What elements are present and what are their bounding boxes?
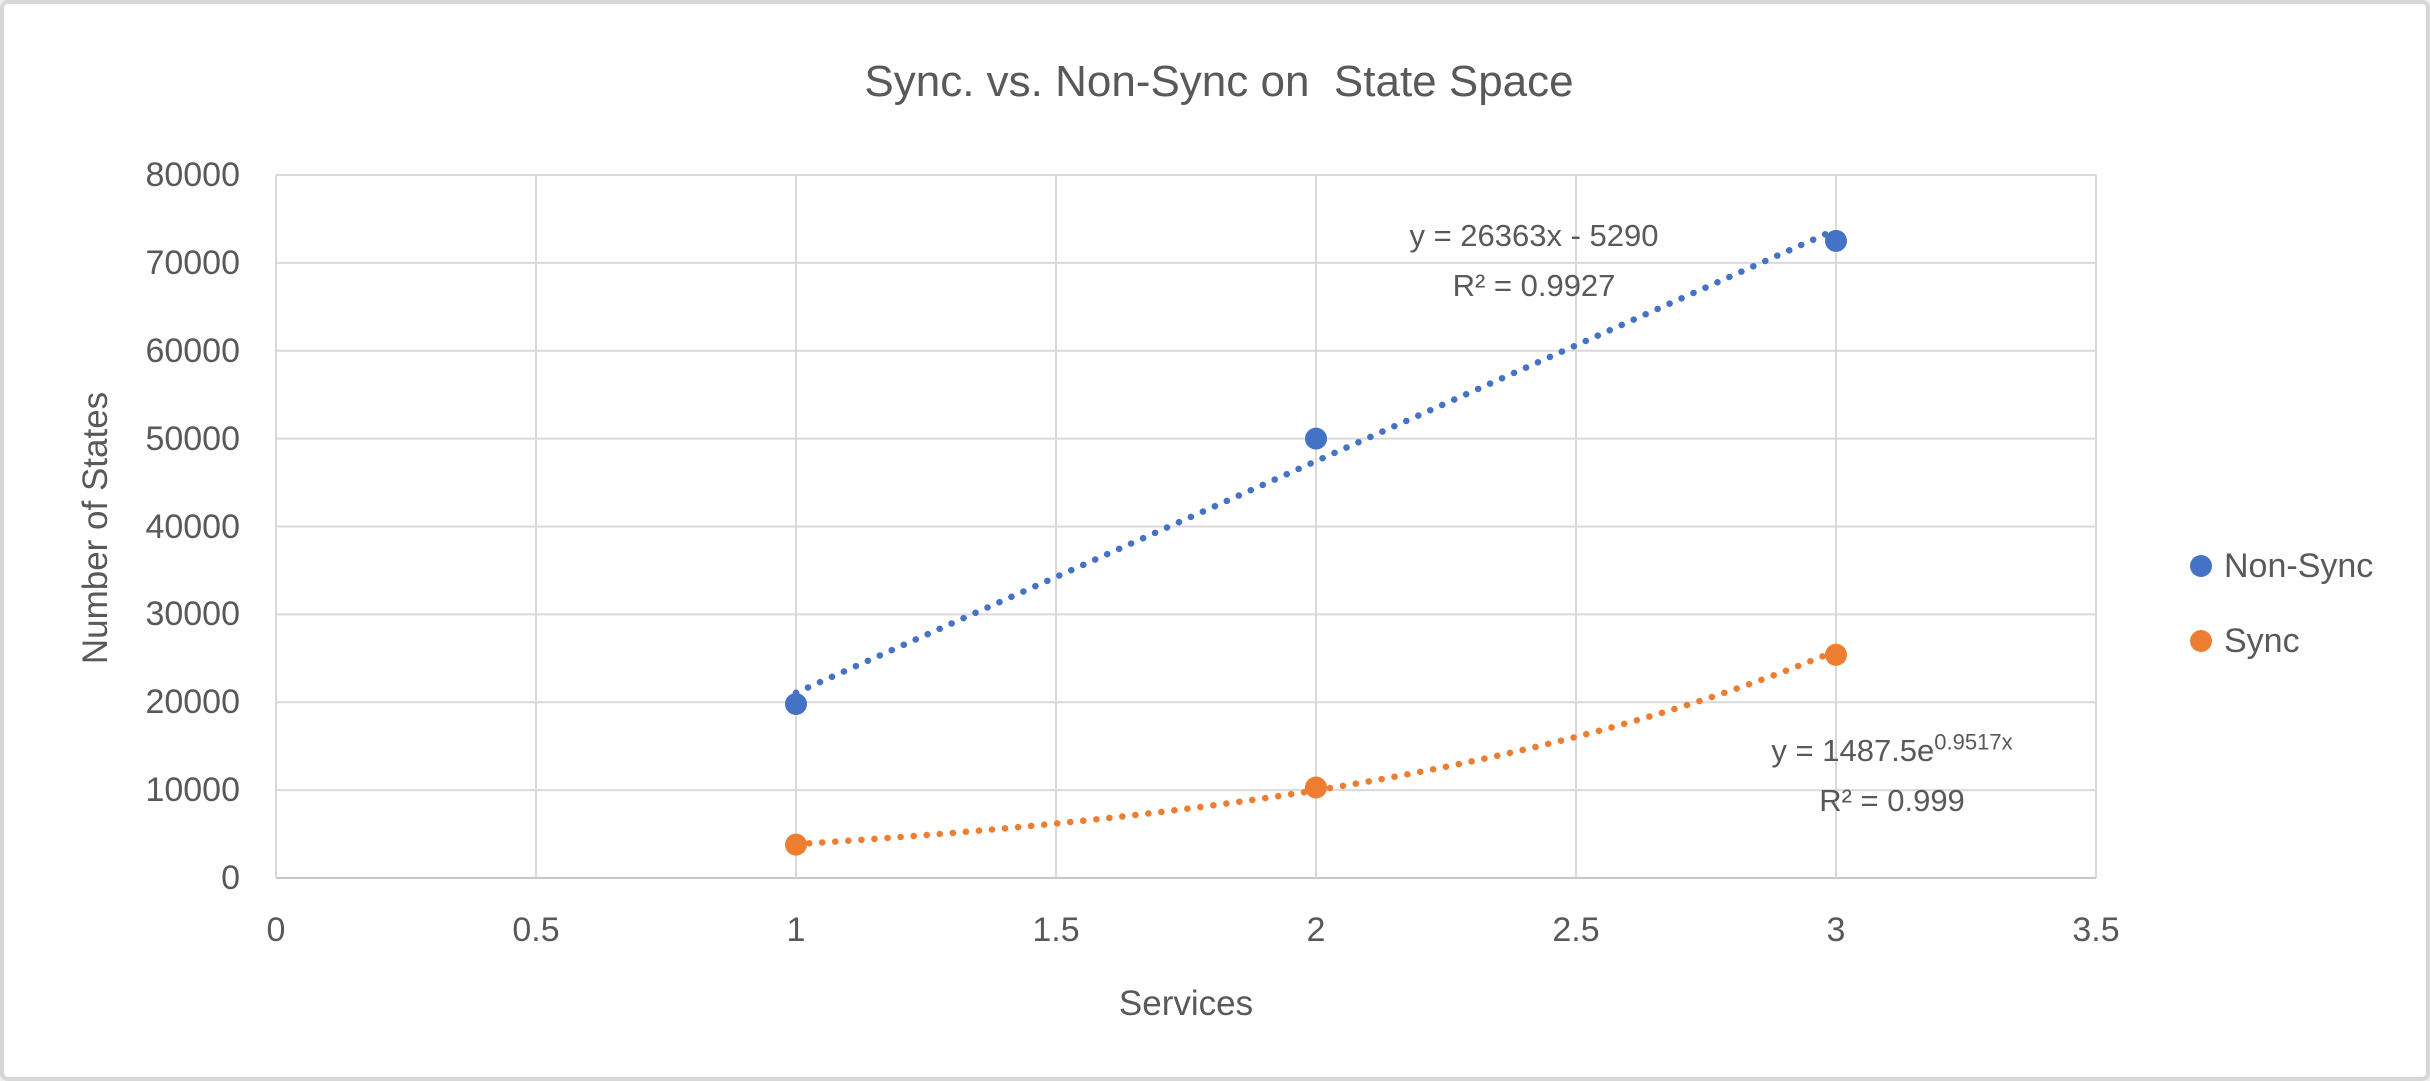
legend-marker-sync-icon: [2190, 630, 2212, 652]
x-tick-label: 2: [1306, 911, 1326, 949]
trendline-equation-sync-line: y = 1487.5e0.9517x: [1542, 726, 2242, 776]
x-tick-label: 3.5: [2072, 911, 2120, 949]
x-tick-label: 3: [1826, 911, 1846, 949]
y-tick-label: 20000: [145, 683, 240, 722]
legend-label-nonsync: Non-Sync: [2224, 546, 2374, 585]
y-tick-label: 80000: [145, 156, 240, 194]
trendline-equation-nonsync: y = 26363x - 5290 R² = 0.9927: [1184, 211, 1884, 311]
trendline-r2-sync: R² = 0.999: [1819, 783, 1965, 818]
data-point-sync: [1305, 776, 1327, 799]
trendline-equation-sync: y = 1487.5e0.9517x R² = 0.999: [1542, 726, 2242, 826]
data-point-sync: [1825, 643, 1847, 666]
y-tick-label: 40000: [145, 507, 240, 546]
x-tick-label: 2.5: [1552, 911, 1600, 949]
data-point-non-sync: [1825, 229, 1847, 252]
x-tick-label: 1.5: [1032, 911, 1080, 949]
x-tick-label: 0: [266, 911, 286, 949]
plot-area: [275, 174, 2097, 879]
legend-item-sync: Sync: [2190, 621, 2300, 661]
y-tick-label: 50000: [145, 419, 240, 458]
trendline-equation-sync-exponent: 0.9517x: [1934, 729, 2013, 755]
x-axis-title: Services: [1118, 984, 1254, 1023]
y-tick-label: 60000: [145, 331, 240, 370]
legend-marker-nonsync-icon: [2190, 555, 2212, 577]
data-point-sync: [785, 833, 807, 856]
y-tick-label: 0: [221, 859, 240, 897]
x-tick-label: 1: [786, 911, 806, 949]
y-tick-label: 70000: [145, 243, 240, 282]
legend-item-nonsync: Non-Sync: [2190, 546, 2373, 586]
x-tick-label: 0.5: [512, 911, 560, 949]
y-tick-label: 30000: [145, 595, 240, 634]
trendline-r2-nonsync: R² = 0.9927: [1452, 268, 1616, 303]
data-point-non-sync: [1305, 427, 1327, 450]
data-point-non-sync: [785, 693, 807, 716]
y-tick-label: 10000: [145, 771, 240, 810]
trendline-equation-nonsync-line: y = 26363x - 5290: [1409, 218, 1659, 253]
chart-title: Sync. vs. Non-Sync on State Space: [864, 57, 1574, 106]
legend-label-sync: Sync: [2224, 621, 2300, 660]
trendline-equation-sync-base: y = 1487.5e: [1771, 733, 1935, 768]
